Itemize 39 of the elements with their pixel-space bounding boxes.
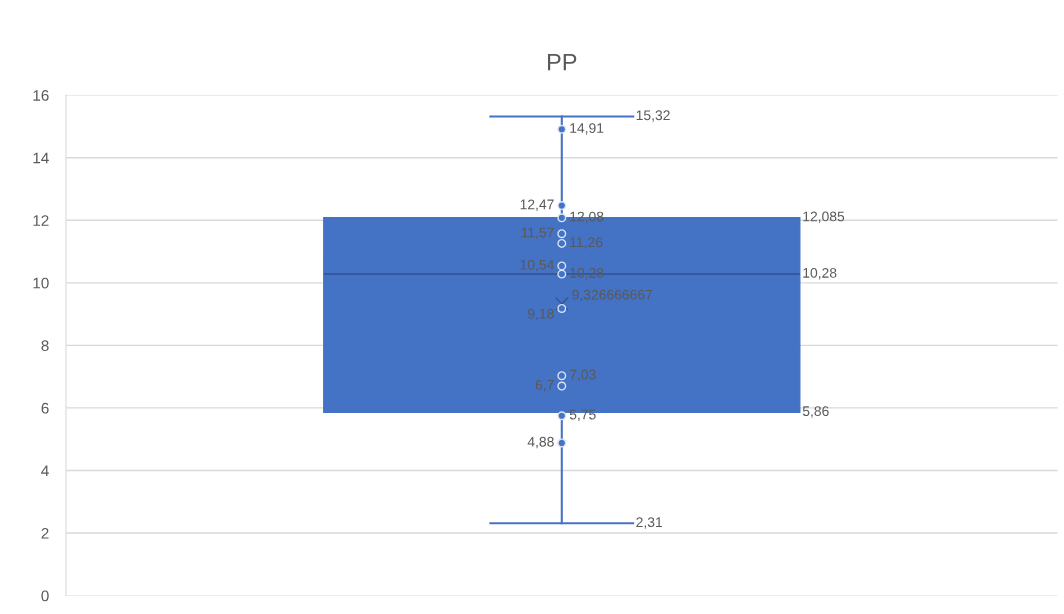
- y-tick-label: 0: [41, 590, 49, 602]
- point: [557, 213, 567, 223]
- data-label: 14,91: [570, 123, 604, 135]
- data-label: 11,57: [521, 227, 554, 240]
- data-label: 7,03: [569, 369, 596, 382]
- data-label: 12,47: [520, 199, 554, 211]
- data-label: 5,75: [569, 409, 596, 422]
- data-label: 10,54: [520, 259, 554, 272]
- point: [557, 381, 567, 391]
- annotation: 15,32: [636, 110, 670, 122]
- annotation: 5,86: [802, 406, 829, 418]
- y-tick-label: 16: [33, 90, 49, 101]
- annotation: 9,326666667: [572, 289, 653, 302]
- data-label: 9,18: [527, 308, 554, 321]
- data-label: 11,26: [570, 237, 603, 249]
- y-tick-label: 10: [33, 277, 49, 289]
- annotation: 2,31: [636, 517, 663, 529]
- y-tick-label: 4: [41, 465, 49, 477]
- annotation: 10,28: [803, 267, 837, 280]
- chart-title: PP: [547, 53, 577, 71]
- point: [557, 438, 567, 448]
- point: [557, 261, 567, 271]
- y-tick-label: 14: [33, 152, 49, 164]
- y-tick-label: 12: [33, 215, 49, 226]
- point: [557, 238, 567, 248]
- y-tick-label: 2: [41, 527, 49, 539]
- point: [557, 411, 567, 421]
- annotation: 12,085: [803, 211, 845, 223]
- point: [557, 371, 567, 381]
- data-label: 10,28: [570, 267, 604, 280]
- point: [557, 124, 567, 134]
- point: [557, 269, 567, 279]
- y-tick-label: 8: [41, 340, 49, 352]
- data-label: 4,88: [527, 436, 554, 449]
- point: [557, 229, 567, 239]
- data-label: 6,7: [535, 379, 554, 392]
- y-tick-label: 6: [41, 402, 49, 414]
- point: [557, 303, 567, 313]
- point: [557, 201, 567, 211]
